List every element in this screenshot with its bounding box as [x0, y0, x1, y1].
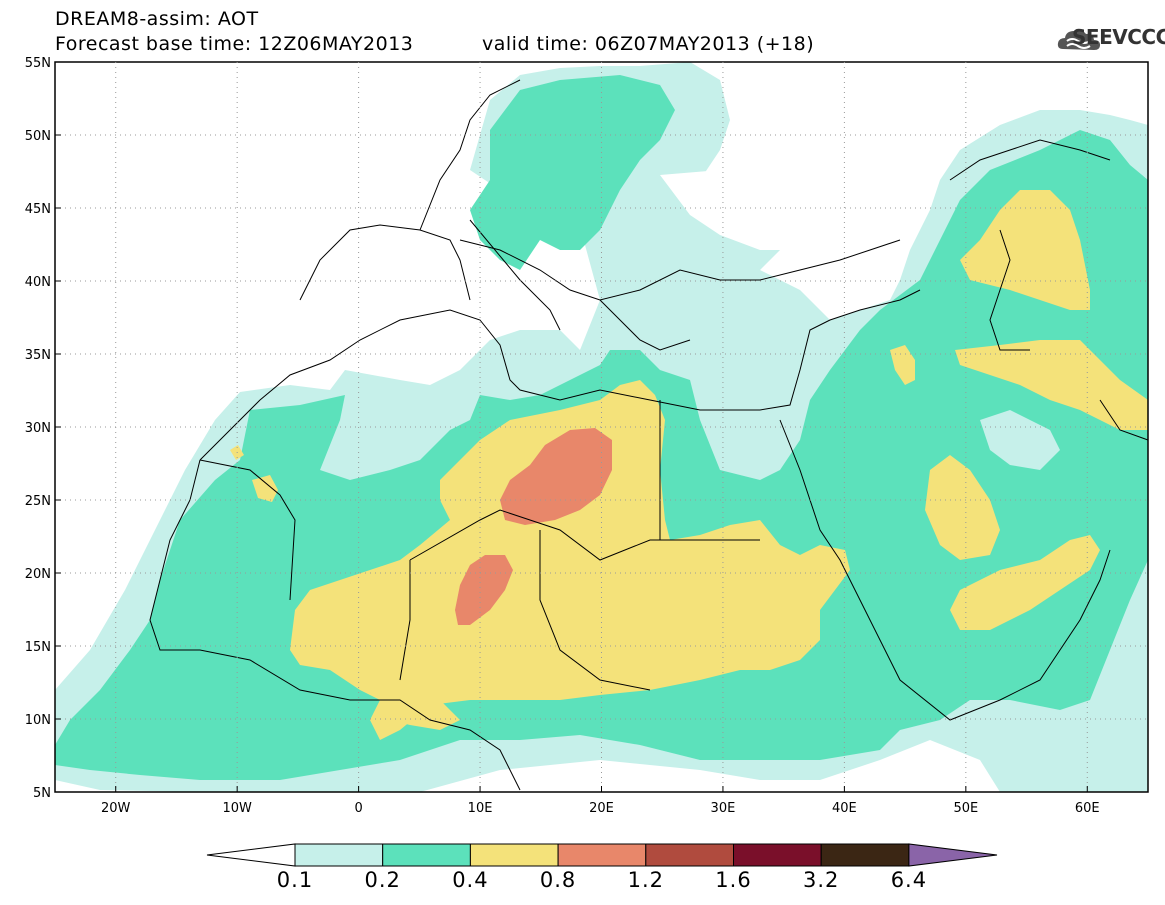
aot-contour-0.4-arabia1 [925, 455, 1000, 560]
lat-tick-label: 55N [25, 56, 51, 71]
lat-tick-label: 40N [25, 275, 51, 290]
lon-tick-label: 60E [1075, 801, 1100, 816]
seevccc-logo [1057, 30, 1100, 50]
aot-contour-0.2-europe [470, 75, 675, 270]
colorbar-over-arrow [908, 843, 998, 867]
aot-contour-0.8-niger [455, 555, 513, 625]
colorbar-segment [820, 843, 910, 867]
colorbar-segment [469, 843, 559, 867]
colorbar-segment [733, 843, 822, 867]
lat-tick-label: 15N [25, 640, 51, 655]
lat-tick-label: 30N [25, 421, 51, 436]
lat-tick-label: 20N [25, 567, 51, 582]
lat-tick-label: 35N [25, 348, 51, 363]
lat-tick-label: 50N [25, 129, 51, 144]
aot-contour-0.8-libya [500, 428, 612, 525]
lat-tick-label: 25N [25, 494, 51, 509]
aot-contour-0.4-arabia2 [950, 535, 1100, 630]
colorbar-label: 1.2 [627, 868, 664, 892]
aot-contour-0.4 [290, 380, 850, 740]
lat-tick-label: 45N [25, 202, 51, 217]
colorbar-label: 0.8 [539, 868, 577, 892]
lon-tick-label: 20W [101, 801, 131, 816]
colorbar-segment [645, 843, 734, 867]
lon-tick-label: 10E [468, 801, 493, 816]
logo-text: SEEVCCC [1072, 25, 1165, 49]
lon-tick-label: 40E [832, 801, 857, 816]
colorbar-label: 0.2 [364, 868, 401, 892]
colorbar-segment [382, 843, 471, 867]
colorbar-label: 3.2 [802, 868, 840, 892]
lon-tick-label: 0 [354, 801, 362, 816]
valid-time-label: valid time: 06Z07MAY2013 (+18) [482, 33, 815, 55]
colorbar-label: 1.6 [715, 868, 752, 892]
lat-tick-label: 10N [25, 713, 51, 728]
colorbar-segment [557, 843, 647, 867]
lat-tick-label: 5N [33, 786, 51, 801]
aot-contour-0.4-iran [955, 340, 1148, 430]
colorbar-label: 0.1 [276, 868, 314, 892]
base-time-label: Forecast base time: 12Z06MAY2013 [55, 33, 414, 55]
colorbar [206, 843, 998, 867]
colorbar-under-arrow [206, 843, 296, 867]
lon-tick-label: 30E [711, 801, 736, 816]
lon-tick-label: 20E [589, 801, 614, 816]
lon-tick-label: 10W [222, 801, 252, 816]
aot-contour-0.4-caspian [960, 190, 1090, 310]
colorbar-segment [294, 843, 384, 867]
model-title: DREAM8-assim: AOT [55, 8, 259, 30]
colorbar-label: 6.4 [890, 868, 928, 892]
lon-tick-label: 50E [953, 801, 978, 816]
colorbar-label: 0.4 [452, 868, 489, 892]
